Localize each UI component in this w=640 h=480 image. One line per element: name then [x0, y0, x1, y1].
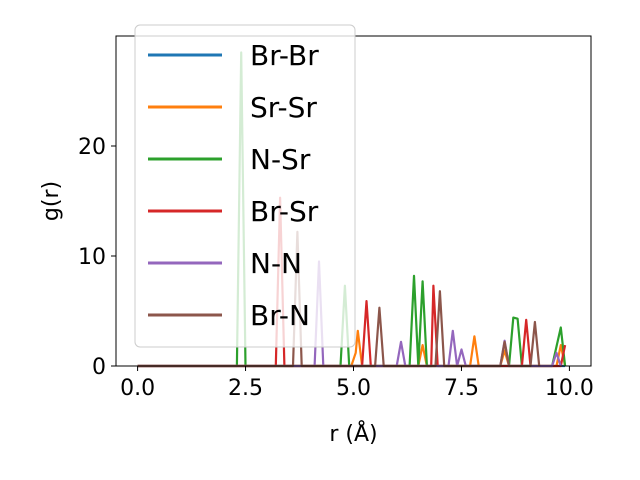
x-tick-label: 5.0	[336, 376, 371, 401]
legend-label: Sr-Sr	[250, 91, 317, 124]
legend-label: Br-Sr	[250, 195, 319, 228]
x-tick-label: 2.5	[228, 376, 263, 401]
legend-box	[134, 24, 356, 348]
y-tick-label: 10	[78, 245, 106, 270]
y-tick-label: 20	[78, 135, 106, 160]
legend-label: Br-Br	[250, 39, 319, 72]
y-axis: 0 10 20	[78, 135, 116, 380]
legend-label: N-N	[250, 247, 302, 280]
legend: Br-Br Sr-Sr N-Sr Br-Sr N-N Br-N	[134, 24, 356, 348]
x-axis-label: r (Å)	[329, 420, 377, 447]
y-axis-label: g(r)	[39, 181, 64, 221]
x-tick-label: 10.0	[545, 376, 594, 401]
x-tick-label: 7.5	[444, 376, 479, 401]
legend-label: Br-N	[250, 299, 310, 332]
legend-label: N-Sr	[250, 143, 311, 176]
x-tick-label: 0.0	[120, 376, 155, 401]
x-axis: 0.0 2.5 5.0 7.5 10.0	[120, 366, 594, 401]
y-tick-label: 0	[92, 355, 106, 380]
